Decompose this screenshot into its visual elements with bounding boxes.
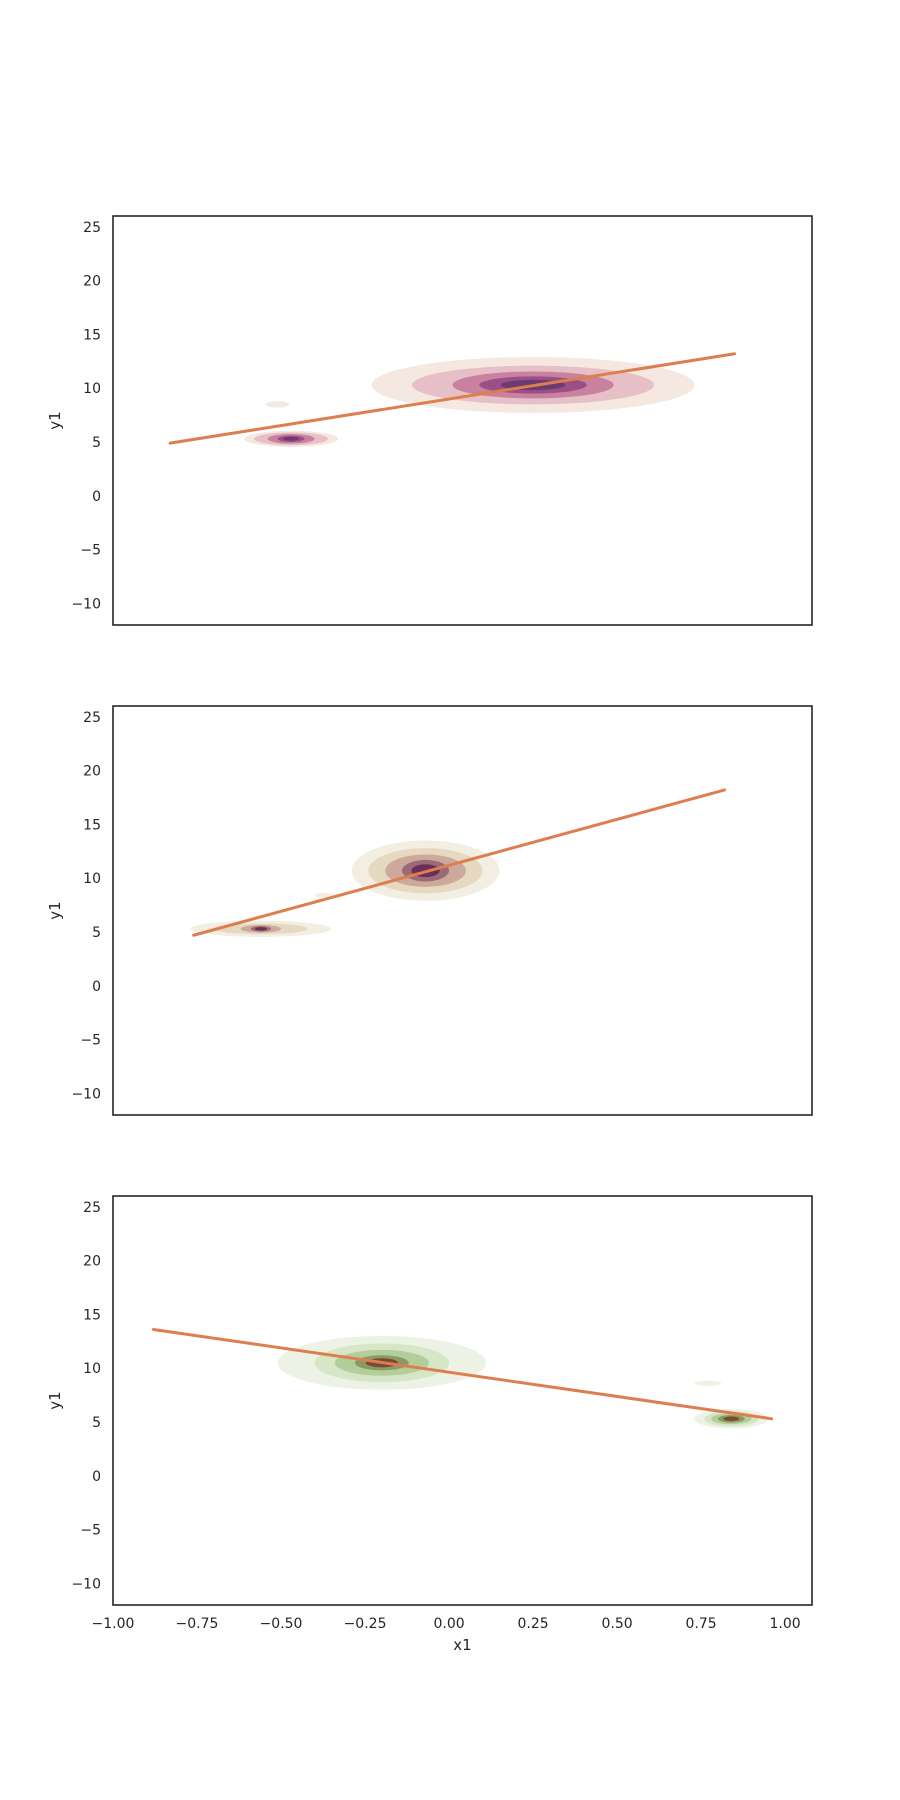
y-tick-label: 20 [83, 1254, 101, 1270]
y-tick-label: 5 [92, 1415, 101, 1431]
y-tick-label: 15 [83, 817, 101, 833]
x-tick-label: 0.75 [686, 1616, 717, 1632]
y-tick-label: 20 [83, 764, 101, 780]
y-tick-label: −10 [71, 1576, 101, 1592]
axes-frame [112, 215, 813, 626]
y-tick-label: −5 [80, 1033, 101, 1049]
regression-line [151, 1327, 774, 1421]
y-axis-title: y1 [46, 901, 64, 919]
x-axis-title: x1 [453, 1636, 471, 1654]
y-tick-label: 10 [83, 1361, 101, 1377]
y-tick-label: 5 [92, 925, 101, 941]
kde-contour-core [254, 927, 267, 931]
y-tick-label: −10 [71, 596, 101, 612]
x-tick-label: 1.00 [770, 1616, 801, 1632]
regression-line [192, 788, 727, 937]
kde-contour-core [283, 436, 300, 441]
kde-contour-level [694, 1380, 722, 1386]
y-tick-label: 25 [83, 710, 101, 726]
axes-frame [112, 1195, 813, 1606]
chart-panel-3: 25 20 15 10 5 0 −5 −10 −1.00 −0.75 −0.50 −0.25 0.00 0… [46, 1195, 813, 1654]
y-tick-label: 10 [83, 871, 101, 887]
x-tick-label: −1.00 [92, 1616, 135, 1632]
y-axis-title: y1 [46, 411, 64, 429]
axes-frame [112, 705, 813, 1116]
y-tick-label: 25 [83, 1200, 101, 1216]
kde-contour-core [723, 1416, 740, 1422]
x-tick-label: −0.75 [176, 1616, 219, 1632]
y-tick-label: 0 [92, 979, 101, 995]
y-tick-label: 15 [83, 327, 101, 343]
y-tick-label: 0 [92, 489, 101, 505]
regression-line [168, 352, 737, 445]
kde-contour-level [265, 401, 290, 408]
y-tick-label: 15 [83, 1307, 101, 1323]
y-tick-label: 25 [83, 220, 101, 236]
plot-area [168, 352, 737, 447]
x-tick-label: 0.50 [602, 1616, 633, 1632]
y-tick-label: −10 [71, 1086, 101, 1102]
x-tick-label: −0.25 [344, 1616, 387, 1632]
chart-panel-2: 25 20 15 10 5 0 −5 −10 y1 [46, 705, 813, 1116]
y-tick-label: 0 [92, 1469, 101, 1485]
y-tick-label: 20 [83, 274, 101, 290]
y-axis-title: y1 [46, 1391, 64, 1409]
plot-area [190, 788, 727, 937]
plot-area [151, 1327, 774, 1429]
y-tick-label: 10 [83, 381, 101, 397]
chart-panel-1: 25 20 15 10 5 0 −5 −10 y1 [46, 215, 813, 626]
x-tick-label: 0.25 [517, 1616, 548, 1632]
y-tick-label: −5 [80, 543, 101, 559]
x-tick-label: −0.50 [260, 1616, 303, 1632]
y-tick-label: 5 [92, 435, 101, 451]
y-tick-label: −5 [80, 1523, 101, 1539]
x-tick-label: 0.00 [433, 1616, 464, 1632]
